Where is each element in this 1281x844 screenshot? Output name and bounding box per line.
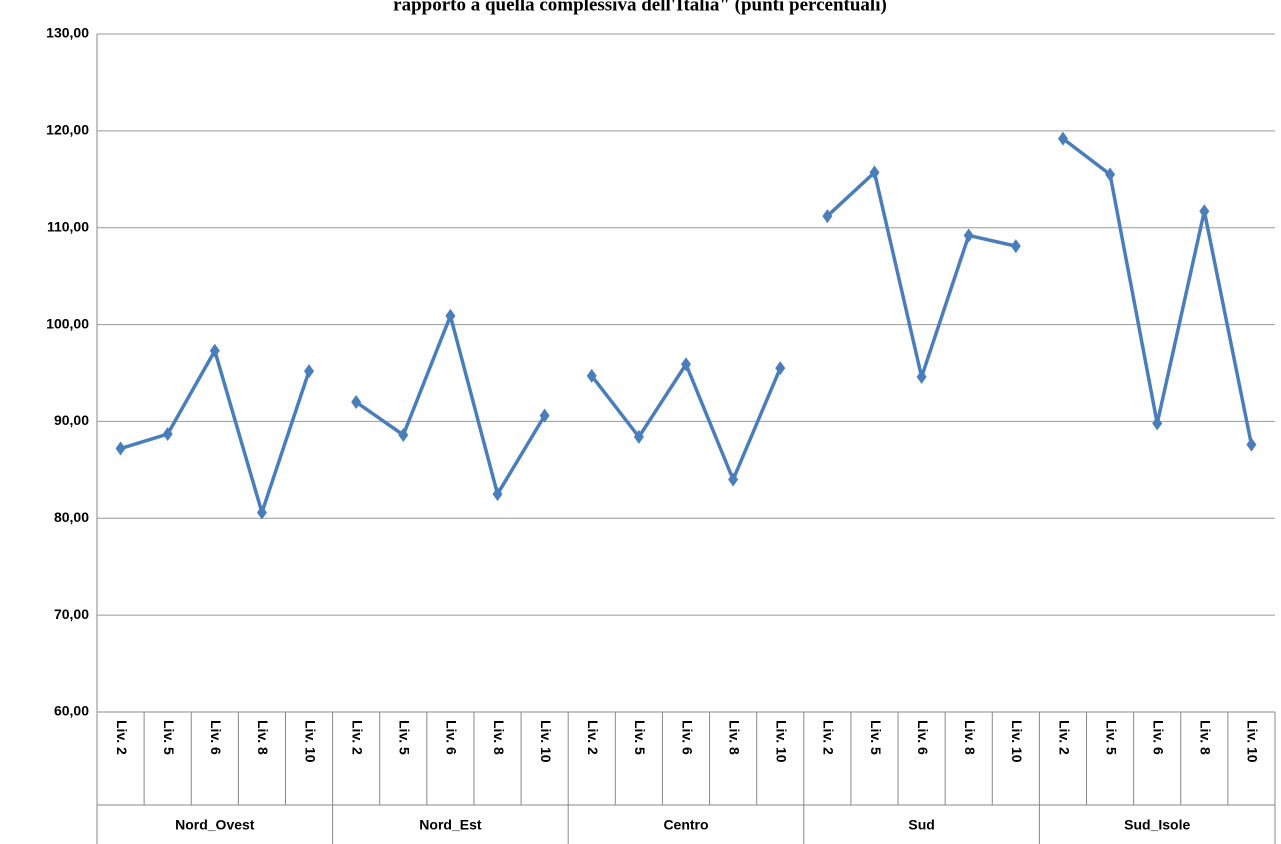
x-tick-label: Liv. 6 — [1150, 720, 1166, 755]
marker — [633, 429, 644, 444]
x-tick-label: Liv. 5 — [1103, 720, 1119, 755]
marker — [869, 165, 880, 180]
x-tick-label: Liv. 8 — [1198, 720, 1214, 755]
marker — [963, 228, 974, 243]
marker — [209, 343, 220, 358]
x-tick-label: Liv. 8 — [962, 720, 978, 755]
marker — [1105, 167, 1116, 182]
marker — [916, 369, 927, 384]
x-tick-label: Liv. 10 — [774, 720, 790, 763]
marker — [822, 209, 833, 224]
marker — [1246, 437, 1257, 452]
x-tick-label: Liv. 5 — [632, 720, 648, 755]
marker — [445, 308, 456, 323]
x-tick-label: Liv. 8 — [726, 720, 742, 755]
x-tick-label: Liv. 10 — [1245, 720, 1261, 763]
group-label: Nord_Est — [419, 817, 482, 833]
x-tick-label: Liv. 6 — [208, 720, 224, 755]
y-tick-label: 120,00 — [46, 122, 89, 138]
y-tick-label: 100,00 — [46, 315, 89, 331]
line — [1061, 137, 1254, 446]
line — [826, 169, 1017, 384]
group-label: Sud — [908, 817, 934, 833]
x-tick-label: Liv. 8 — [491, 720, 507, 755]
marker — [398, 427, 409, 442]
y-tick-label: 80,00 — [54, 509, 89, 525]
x-tick-label: Liv. 2 — [585, 720, 601, 755]
marker — [304, 364, 315, 379]
group-label: Nord_Ovest — [175, 817, 255, 833]
marker — [539, 408, 550, 423]
x-tick-label: Liv. 10 — [538, 720, 554, 763]
marker — [586, 368, 597, 383]
chart-title: rapporto a quella complessiva dell'Itali… — [393, 0, 887, 15]
marker — [775, 361, 786, 376]
y-tick-label: 130,00 — [46, 25, 89, 41]
y-tick-label: 70,00 — [54, 606, 89, 622]
line — [120, 346, 311, 519]
x-tick-label: Liv. 6 — [679, 720, 695, 755]
x-tick-label: Liv. 2 — [1056, 720, 1072, 755]
group-label: Sud_Isole — [1124, 817, 1190, 833]
x-tick-label: Liv. 10 — [1009, 720, 1025, 763]
x-tick-label: Liv. 2 — [821, 720, 837, 755]
marker — [1010, 239, 1021, 254]
x-tick-label: Liv. 5 — [868, 720, 884, 755]
x-tick-label: Liv. 2 — [349, 720, 365, 755]
y-tick-label: 60,00 — [54, 703, 89, 719]
marker — [256, 505, 267, 520]
group-label: Centro — [663, 817, 708, 833]
x-tick-label: Liv. 10 — [302, 720, 318, 763]
marker — [728, 472, 739, 487]
marker — [681, 357, 691, 372]
x-tick-label: Liv. 5 — [161, 720, 177, 755]
marker — [115, 441, 126, 456]
marker — [1199, 204, 1210, 219]
x-tick-label: Liv. 6 — [915, 720, 931, 755]
y-tick-label: 90,00 — [54, 412, 89, 428]
marker — [1152, 416, 1163, 431]
x-tick-label: Liv. 6 — [444, 720, 460, 755]
marker — [351, 395, 362, 410]
x-tick-label: Liv. 8 — [255, 720, 271, 755]
marker — [492, 487, 503, 502]
line — [355, 310, 547, 499]
y-tick-label: 110,00 — [47, 218, 89, 234]
x-tick-label: Liv. 2 — [114, 720, 130, 755]
marker — [162, 427, 173, 442]
x-tick-label: Liv. 5 — [397, 720, 413, 755]
marker — [1057, 131, 1068, 146]
